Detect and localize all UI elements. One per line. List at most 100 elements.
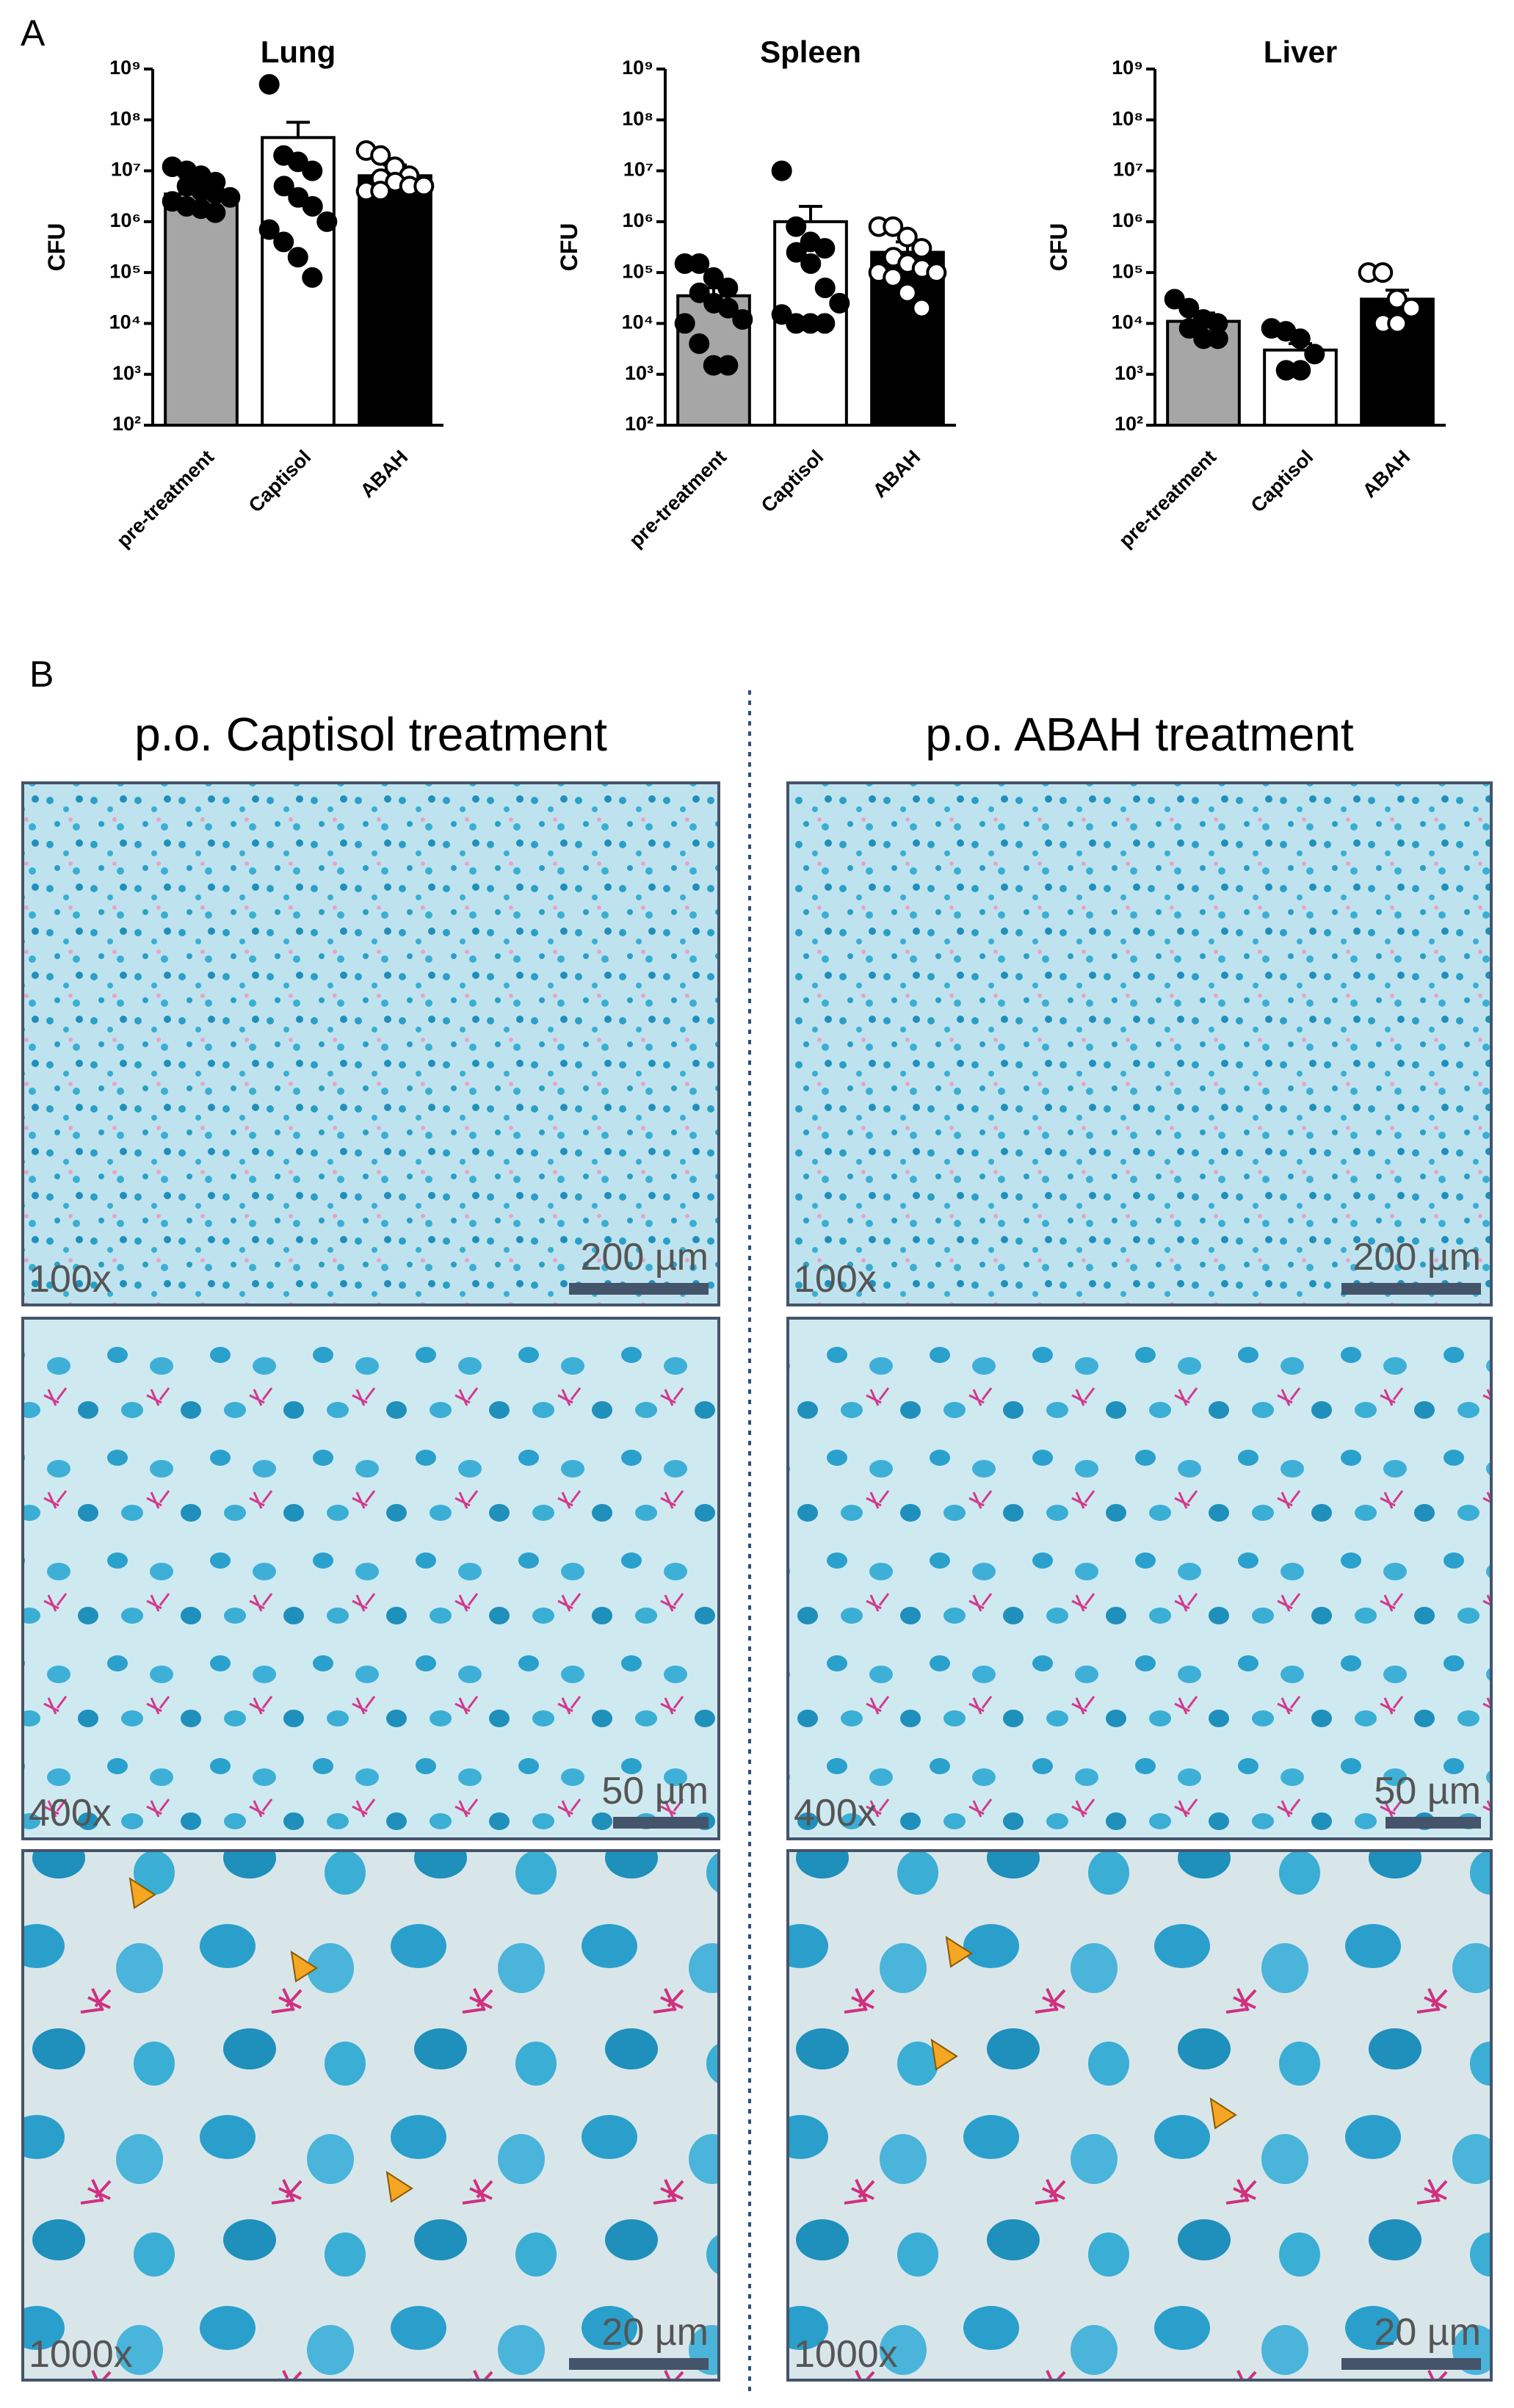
magnification-label: 400x xyxy=(29,1792,112,1834)
scale-bar-label: 50 µm xyxy=(1374,1770,1481,1812)
data-point xyxy=(370,181,391,202)
micrograph xyxy=(21,1849,720,2382)
magnification-label: 100x xyxy=(794,1258,877,1301)
chart-title: Liver xyxy=(1264,35,1337,69)
data-point xyxy=(674,313,695,334)
y-tick-label: 10⁸ xyxy=(1112,107,1143,129)
y-tick-label: 10⁴ xyxy=(1112,311,1143,333)
y-tick-label: 10⁸ xyxy=(109,107,141,129)
data-point xyxy=(1289,328,1311,350)
data-point xyxy=(771,160,792,181)
y-tick-label: 10⁶ xyxy=(1112,209,1143,231)
y-axis-label: CFU xyxy=(1046,223,1072,272)
panel-label: B xyxy=(29,654,54,695)
x-tick-label: ABAH xyxy=(869,446,924,502)
data-point xyxy=(786,216,807,237)
y-tick-label: 10⁶ xyxy=(623,209,653,231)
data-point xyxy=(897,282,918,303)
bar xyxy=(164,192,239,427)
data-point xyxy=(1207,328,1228,350)
y-tick-label: 10³ xyxy=(1115,362,1143,384)
data-point xyxy=(703,267,724,288)
y-tick-label: 10⁹ xyxy=(1112,57,1143,79)
x-tick-label: Captisol xyxy=(1247,446,1318,517)
y-tick-label: 10³ xyxy=(112,362,141,384)
y-tick-label: 10⁹ xyxy=(622,57,653,79)
data-point xyxy=(1401,297,1422,319)
y-tick-label: 10⁸ xyxy=(622,107,653,129)
panel-label: A xyxy=(21,12,46,54)
data-point xyxy=(717,297,739,319)
data-point xyxy=(814,277,836,298)
magnification-label: 1000x xyxy=(794,2333,898,2376)
axes xyxy=(151,69,443,427)
data-point xyxy=(1290,360,1311,381)
y-tick-label: 10⁴ xyxy=(109,311,141,333)
data-point xyxy=(829,292,850,314)
scale-bar-label: 20 µm xyxy=(601,2311,709,2354)
x-tick-label: pre-treatment xyxy=(1115,446,1220,552)
arrowhead xyxy=(290,1950,318,1983)
data-point xyxy=(717,277,739,298)
y-tick-label: 10⁵ xyxy=(1112,260,1143,282)
data-point xyxy=(1178,318,1200,339)
data-point xyxy=(288,187,309,208)
scale-bar xyxy=(1386,1817,1481,1829)
micrograph xyxy=(21,781,720,1306)
arrowhead xyxy=(128,1876,156,1909)
y-tick-label: 10⁷ xyxy=(111,159,141,181)
error-bar xyxy=(799,205,822,222)
chart-title: Spleen xyxy=(760,35,861,69)
data-point xyxy=(258,219,280,240)
x-tick-label: Captisol xyxy=(757,446,828,517)
scale-bar-label: 200 µm xyxy=(581,1236,709,1279)
scale-bar-label: 20 µm xyxy=(1374,2311,1481,2354)
data-point xyxy=(883,216,904,237)
data-point xyxy=(205,202,226,223)
y-tick-label: 10² xyxy=(625,413,653,435)
scale-bar xyxy=(569,1283,709,1295)
bar xyxy=(358,174,432,427)
magnification-label: 400x xyxy=(794,1792,877,1834)
data-point xyxy=(273,176,294,197)
x-tick-label: Captisol xyxy=(245,446,316,517)
data-point xyxy=(732,308,753,330)
data-point xyxy=(911,238,932,259)
y-axis-label: CFU xyxy=(556,223,582,272)
magnification-label: 100x xyxy=(29,1258,112,1301)
chart-title: Lung xyxy=(261,35,336,69)
micrograph xyxy=(21,1317,720,1840)
data-point xyxy=(689,282,710,303)
micrograph xyxy=(786,781,1493,1306)
data-point xyxy=(302,267,323,288)
data-point xyxy=(689,333,710,355)
data-point xyxy=(302,196,323,217)
data-point xyxy=(911,297,932,319)
y-tick-label: 10⁷ xyxy=(1113,159,1143,181)
data-point xyxy=(814,313,836,334)
y-tick-label: 10⁶ xyxy=(110,209,141,231)
arrowhead xyxy=(945,1935,973,1968)
y-tick-label: 10⁴ xyxy=(622,311,653,333)
data-point xyxy=(1386,289,1408,310)
arrowhead xyxy=(385,2170,413,2203)
x-tick-label: ABAH xyxy=(1358,446,1414,502)
y-tick-label: 10³ xyxy=(625,362,653,384)
data-point xyxy=(883,267,904,288)
micrograph xyxy=(786,1317,1493,1840)
column-title: p.o. ABAH treatment xyxy=(925,708,1354,761)
data-point xyxy=(717,355,739,376)
micrograph xyxy=(786,1849,1493,2382)
scale-bar-label: 50 µm xyxy=(601,1770,709,1812)
y-tick-label: 10⁵ xyxy=(622,260,653,282)
data-point xyxy=(287,247,308,268)
data-point xyxy=(1164,289,1185,310)
data-point xyxy=(1304,344,1325,365)
y-tick-label: 10² xyxy=(112,413,141,435)
data-point xyxy=(258,73,280,95)
data-point xyxy=(1372,262,1394,283)
x-tick-label: ABAH xyxy=(356,446,412,502)
column-title: p.o. Captisol treatment xyxy=(134,708,607,761)
data-point xyxy=(413,176,435,197)
